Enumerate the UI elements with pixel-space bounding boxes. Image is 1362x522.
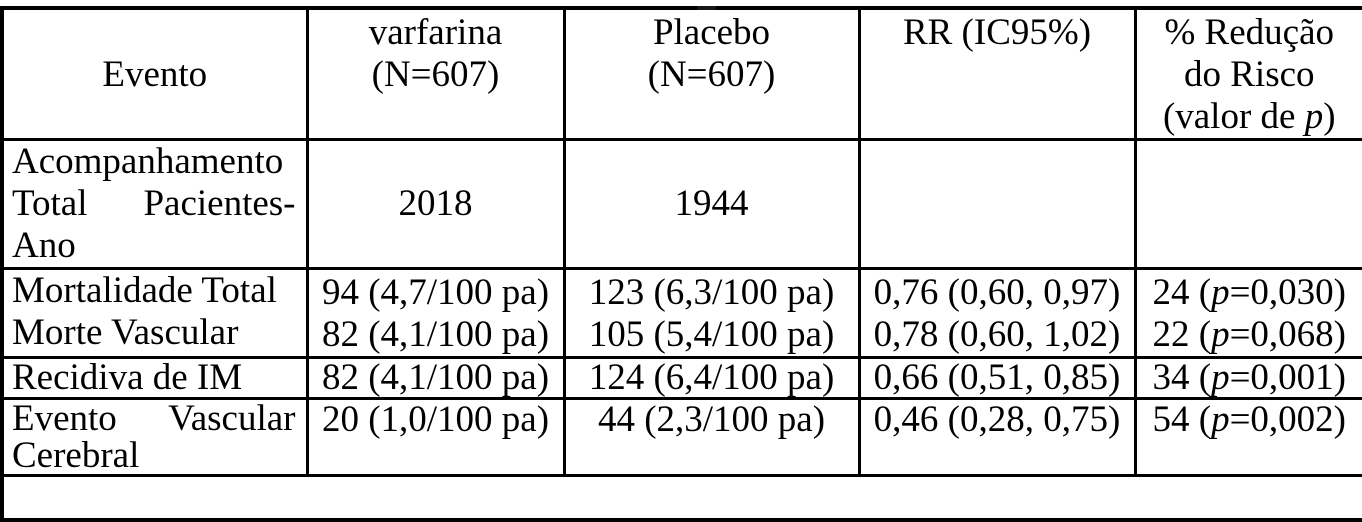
header-cell-reducao: % Redução do Risco (valor de p) (1135, 8, 1362, 140)
header-varfarina-line2: (N=607) (309, 54, 563, 96)
header-reducao-line2: do Risco (1137, 54, 1362, 96)
cell-recidiva-reducao: 34 (p=0,001) (1135, 358, 1362, 399)
header-row: Evento varfarina (N=607) Placebo (N=607)… (2, 8, 1362, 140)
cell-mortalidade-evento: Mortalidade Total Morte Vascular (2, 269, 307, 358)
cell-bottom-partial-empty (2, 476, 1362, 520)
cell-evento-cerebral-varfarina: 20 (1,0/100 pa) (307, 399, 564, 476)
acompanhamento-line2: Total Pacientes- (12, 183, 296, 225)
header-evento-label: Evento (4, 54, 306, 96)
p-symbol: p (1211, 314, 1230, 355)
cell-evento-cerebral-placebo: 44 (2,3/100 pa) (564, 399, 859, 476)
cell-mortalidade-placebo: 123 (6,3/100 pa) 105 (5,4/100 pa) (564, 269, 859, 358)
cell-evento-cerebral-reducao: 54 (p=0,002) (1135, 399, 1362, 476)
header-cell-rr: RR (IC95%) (859, 8, 1135, 140)
p-symbol: p (1211, 358, 1230, 399)
cell-evento-cerebral-rr: 0,46 (0,28, 0,75) (859, 399, 1135, 476)
acompanhamento-line3: Ano (12, 225, 296, 267)
mortalidade-evento-label: Mortalidade Total (12, 270, 296, 312)
mortalidade-pvalue: 24 (p=0,030) (1137, 272, 1362, 314)
p-symbol: p (1211, 272, 1230, 313)
header-varfarina-line1: varfarina (309, 12, 563, 54)
cell-acompanhamento-placebo: 1944 (564, 140, 859, 269)
evento-cerebral-line1: Evento Vascular (12, 400, 296, 437)
header-reducao-line3: (valor de p) (1137, 96, 1362, 138)
cell-mortalidade-reducao: 24 (p=0,030) 22 (p=0,068) (1135, 269, 1362, 358)
results-table: Evento varfarina (N=607) Placebo (N=607)… (0, 6, 1362, 522)
p-symbol: p (1211, 399, 1230, 440)
header-cell-evento: Evento (2, 8, 307, 140)
cropped-text-artifact (697, 6, 716, 10)
row-acompanhamento: Acompanhamento Total Pacientes- Ano 2018… (2, 140, 1362, 269)
cell-recidiva-evento: Recidiva de IM (2, 358, 307, 399)
cell-recidiva-varfarina: 82 (4,1/100 pa) (307, 358, 564, 399)
p-symbol: p (1305, 96, 1324, 137)
header-placebo-line1: Placebo (566, 12, 858, 54)
row-bottom-partial (2, 476, 1362, 520)
cell-recidiva-rr: 0,66 (0,51, 0,85) (859, 358, 1135, 399)
cell-evento-cerebral-evento: Evento Vascular Cerebral (2, 399, 307, 476)
header-reducao-line1: % Redução (1137, 12, 1362, 54)
cell-mortalidade-rr: 0,76 (0,60, 0,97) 0,78 (0,60, 1,02) (859, 269, 1135, 358)
evento-cerebral-line2: Cerebral (12, 437, 296, 474)
cell-mortalidade-varfarina: 94 (4,7/100 pa) 82 (4,1/100 pa) (307, 269, 564, 358)
row-mortalidade-morte-vascular: Mortalidade Total Morte Vascular 94 (4,7… (2, 269, 1362, 358)
header-placebo-line2: (N=607) (566, 54, 858, 96)
header-cell-placebo: Placebo (N=607) (564, 8, 859, 140)
cell-acompanhamento-rr (859, 140, 1135, 269)
cell-acompanhamento-evento: Acompanhamento Total Pacientes- Ano (2, 140, 307, 269)
row-recidiva-im: Recidiva de IM 82 (4,1/100 pa) 124 (6,4/… (2, 358, 1362, 399)
header-rr-label: RR (IC95%) (861, 12, 1134, 54)
cell-recidiva-placebo: 124 (6,4/100 pa) (564, 358, 859, 399)
header-cell-varfarina: varfarina (N=607) (307, 8, 564, 140)
morte-vascular-pvalue: 22 (p=0,068) (1137, 314, 1362, 356)
row-evento-vascular-cerebral: Evento Vascular Cerebral 20 (1,0/100 pa)… (2, 399, 1362, 476)
cell-acompanhamento-varfarina: 2018 (307, 140, 564, 269)
acompanhamento-line1: Acompanhamento (12, 141, 296, 183)
morte-vascular-evento-label: Morte Vascular (12, 312, 296, 354)
cell-acompanhamento-reducao (1135, 140, 1362, 269)
page: { "table": { "colors": { "border": "#000… (0, 6, 1362, 478)
